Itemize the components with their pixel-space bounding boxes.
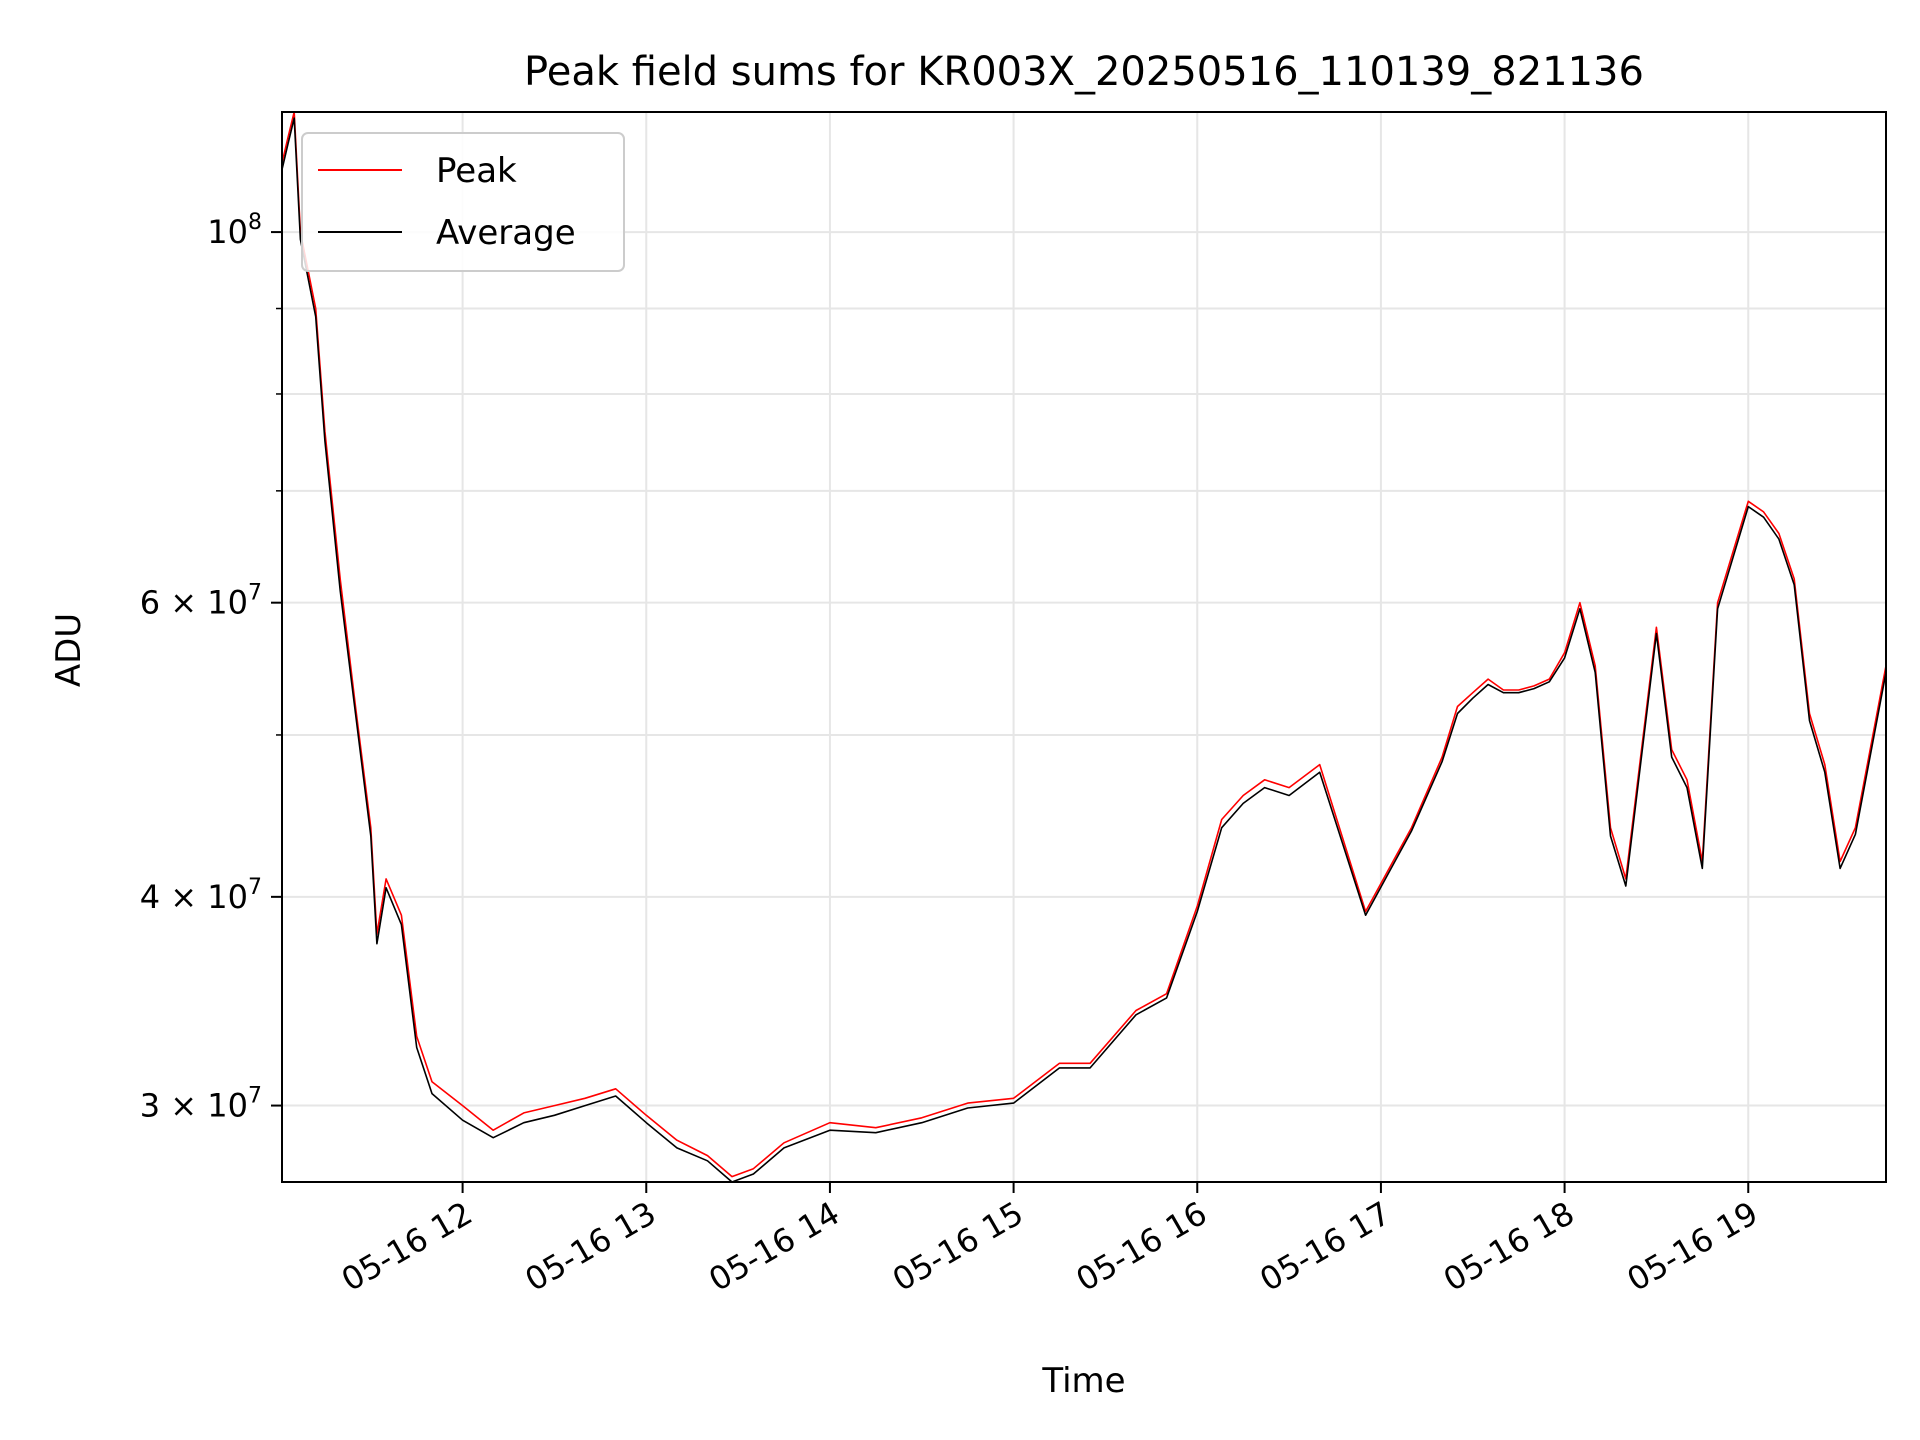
- y-axis-label: ADU: [49, 613, 89, 687]
- legend-box: [301, 132, 625, 272]
- plot-frame: [281, 111, 1887, 1183]
- legend-label-average: Average: [436, 213, 576, 253]
- legend: Peak Average: [301, 132, 625, 272]
- chart-title: Peak field sums for KR003X_20250516_1101…: [524, 49, 1644, 95]
- y-tick-label-3: 108: [207, 210, 262, 251]
- y-tick-label-2: 6 × 107: [140, 581, 262, 622]
- series-layer: [281, 111, 1887, 1183]
- x-axis-label: Time: [1041, 1361, 1125, 1401]
- y-axis: 3 × 107 4 × 107 6 × 107 108: [140, 210, 282, 1125]
- grid-lines: [282, 112, 1886, 1182]
- y-tick-label-0: 3 × 107: [140, 1084, 262, 1125]
- legend-label-peak: Peak: [436, 151, 517, 191]
- series-line-peak: [281, 111, 1887, 1178]
- series-line-average: [281, 117, 1887, 1183]
- y-tick-label-1: 4 × 107: [140, 875, 262, 916]
